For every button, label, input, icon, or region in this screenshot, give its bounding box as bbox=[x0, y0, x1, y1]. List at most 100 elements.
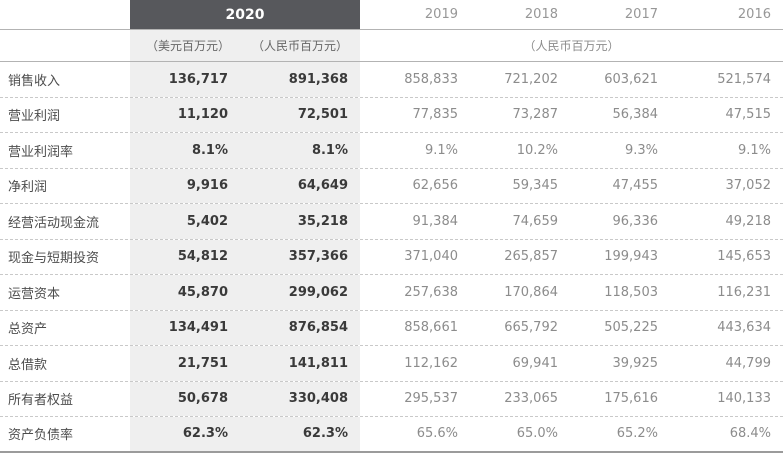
table-row: 净利润 9,916 64,649 62,656 59,345 47,455 37,052 bbox=[0, 168, 783, 204]
value-2020: 45,870 bbox=[130, 275, 240, 310]
value-2020: 299,062 bbox=[240, 275, 360, 310]
value: 257,638 bbox=[404, 284, 458, 300]
value: 371,040 bbox=[404, 249, 458, 265]
row-label: 营业利润率 bbox=[8, 144, 74, 160]
value: 116,231 bbox=[717, 284, 771, 300]
unit-label-rmb-span: （人民币百万元） bbox=[523, 39, 620, 53]
value: 521,574 bbox=[717, 71, 771, 87]
value: 665,792 bbox=[504, 320, 558, 336]
value-2020: 72,501 bbox=[240, 97, 360, 132]
value-2020: 136,717 bbox=[130, 62, 240, 97]
value-2020: 141,811 bbox=[240, 346, 360, 381]
table-row: 销售收入 136,717 891,368 858,833 721,202 603,621 5… bbox=[0, 62, 783, 98]
value-2020: 330,408 bbox=[240, 381, 360, 416]
year-header-row: 2020 2019 2018 2017 2016 bbox=[0, 0, 783, 30]
table-row: 资产负债率 62.3% 62.3% 65.6% 65.0% 65.2% 68.4% bbox=[0, 417, 783, 453]
year-header-2017: 2017 bbox=[624, 7, 658, 22]
row-label: 运营资本 bbox=[8, 286, 61, 302]
value: 65.2% bbox=[616, 426, 658, 442]
row-label: 总资产 bbox=[8, 322, 48, 338]
table-row: 总借款 21,751 141,811 112,162 69,941 39,925 44,79… bbox=[0, 346, 783, 382]
value: 265,857 bbox=[504, 249, 558, 265]
value: 68.4% bbox=[729, 426, 771, 442]
value: 858,833 bbox=[404, 71, 458, 87]
table-row: 营业利润 11,120 72,501 77,835 73,287 56,384 47,515 bbox=[0, 97, 783, 133]
value-2020: 5,402 bbox=[130, 204, 240, 239]
value: 47,455 bbox=[612, 178, 659, 194]
value: 443,634 bbox=[717, 320, 771, 336]
value: 62,656 bbox=[412, 178, 459, 194]
value: 145,653 bbox=[717, 249, 771, 265]
value: 49,218 bbox=[725, 213, 772, 229]
row-label: 净利润 bbox=[8, 180, 48, 196]
row-label: 销售收入 bbox=[8, 73, 61, 89]
value-2020: 64,649 bbox=[240, 168, 360, 203]
table-row: 运营资本 45,870 299,062 257,638 170,864 118,503 11… bbox=[0, 275, 783, 311]
value: 9.1% bbox=[737, 142, 771, 158]
value: 77,835 bbox=[412, 107, 459, 123]
value-2020: 876,854 bbox=[240, 310, 360, 345]
value: 65.6% bbox=[416, 426, 458, 442]
value-2020: 50,678 bbox=[130, 381, 240, 416]
value-2020: 11,120 bbox=[130, 97, 240, 132]
value: 721,202 bbox=[504, 71, 558, 87]
value-2020: 8.1% bbox=[240, 133, 360, 168]
year-header-2020: 2020 bbox=[130, 0, 360, 29]
table-body: 销售收入 136,717 891,368 858,833 721,202 603,621 5… bbox=[0, 62, 783, 453]
value-2020: 357,366 bbox=[240, 239, 360, 274]
value: 170,864 bbox=[504, 284, 558, 300]
value-2020: 35,218 bbox=[240, 204, 360, 239]
unit-label-usd: （美元百万元） bbox=[130, 30, 240, 61]
year-header-2019: 2019 bbox=[424, 7, 458, 22]
value: 505,225 bbox=[604, 320, 658, 336]
value: 118,503 bbox=[604, 284, 658, 300]
value: 47,515 bbox=[725, 107, 772, 123]
value: 199,943 bbox=[604, 249, 658, 265]
table-row: 现金与短期投资 54,812 357,366 371,040 265,857 199,94… bbox=[0, 239, 783, 275]
subheader-spacer bbox=[0, 30, 130, 61]
unit-subheader-row: （美元百万元） （人民币百万元） （人民币百万元） bbox=[0, 30, 783, 62]
value: 73,287 bbox=[512, 107, 559, 123]
value-2020: 21,751 bbox=[130, 346, 240, 381]
row-label: 资产负债率 bbox=[8, 428, 74, 444]
value: 91,384 bbox=[412, 213, 459, 229]
unit-label-rmb: （人民币百万元） bbox=[240, 30, 360, 61]
row-label: 现金与短期投资 bbox=[8, 251, 100, 267]
value: 858,661 bbox=[404, 320, 458, 336]
value-2020: 54,812 bbox=[130, 239, 240, 274]
corner-spacer bbox=[0, 0, 130, 29]
value-2020: 891,368 bbox=[240, 62, 360, 97]
row-label: 总借款 bbox=[8, 357, 48, 373]
value: 10.2% bbox=[516, 142, 558, 158]
value: 44,799 bbox=[725, 355, 772, 371]
value: 112,162 bbox=[404, 355, 458, 371]
row-label: 营业利润 bbox=[8, 109, 61, 125]
value: 175,616 bbox=[604, 391, 658, 407]
value: 39,925 bbox=[612, 355, 659, 371]
table-row: 营业利润率 8.1% 8.1% 9.1% 10.2% 9.3% 9.1% bbox=[0, 133, 783, 169]
value-2020: 134,491 bbox=[130, 310, 240, 345]
table-row: 总资产 134,491 876,854 858,661 665,792 505,225 44… bbox=[0, 310, 783, 346]
value: 69,941 bbox=[512, 355, 559, 371]
value: 233,065 bbox=[504, 391, 558, 407]
value: 56,384 bbox=[612, 107, 659, 123]
value: 74,659 bbox=[512, 213, 559, 229]
value: 295,537 bbox=[404, 391, 458, 407]
table-row: 所有者权益 50,678 330,408 295,537 233,065 175,616 1… bbox=[0, 381, 783, 417]
year-header-2018: 2018 bbox=[524, 7, 558, 22]
value-2020: 62.3% bbox=[240, 417, 360, 451]
value: 65.0% bbox=[516, 426, 558, 442]
value-2020: 8.1% bbox=[130, 133, 240, 168]
value: 96,336 bbox=[612, 213, 659, 229]
table-row: 经营活动现金流 5,402 35,218 91,384 74,659 96,336 49,2… bbox=[0, 204, 783, 240]
value: 603,621 bbox=[604, 71, 658, 87]
value-2020: 9,916 bbox=[130, 168, 240, 203]
year-header-2016: 2016 bbox=[737, 7, 771, 22]
row-label: 经营活动现金流 bbox=[8, 215, 100, 231]
value: 9.3% bbox=[624, 142, 658, 158]
value: 37,052 bbox=[725, 178, 772, 194]
value: 59,345 bbox=[512, 178, 559, 194]
row-label: 所有者权益 bbox=[8, 393, 74, 409]
value: 140,133 bbox=[717, 391, 771, 407]
